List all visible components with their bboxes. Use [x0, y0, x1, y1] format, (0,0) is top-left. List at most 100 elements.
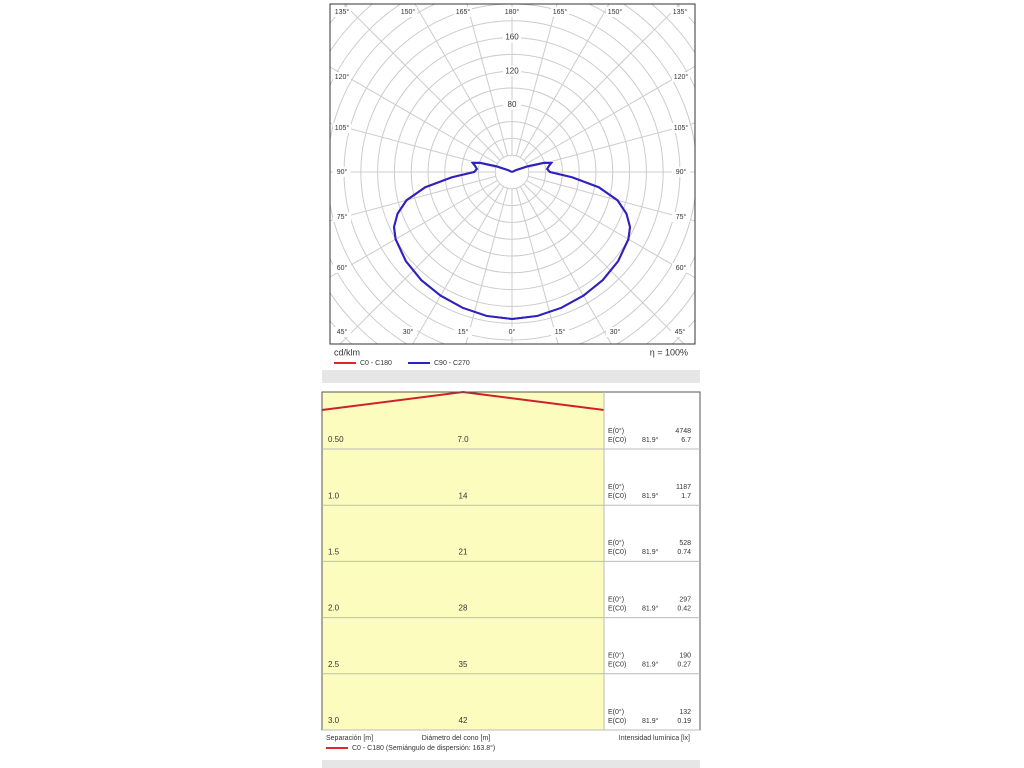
ec0-label: E(C0) [608, 493, 626, 500]
curves [392, 161, 632, 320]
band [322, 370, 700, 383]
footer-label: Diámetro del cono [m] [422, 735, 491, 742]
label-bg [551, 327, 569, 337]
diameter: 7.0 [457, 435, 469, 444]
ec0: 1.7 [681, 493, 691, 500]
separation: 2.0 [328, 604, 340, 613]
angle-label: 135° [335, 8, 350, 16]
angle-label: 0° [509, 328, 516, 336]
grid-spoke [515, 4, 558, 156]
separation: 1.5 [328, 548, 340, 557]
grid-spoke [528, 122, 695, 169]
label-bg [454, 7, 472, 17]
grid-spoke [523, 183, 685, 344]
angle-label: 30° [403, 328, 414, 336]
angle-label: 135° [673, 8, 688, 16]
ec0-label: E(C0) [608, 662, 626, 669]
label-bg [333, 167, 351, 177]
tick-bg [503, 99, 521, 110]
label-bg [606, 327, 624, 337]
angle-label: 15° [555, 328, 566, 336]
ec0: 0.19 [677, 718, 691, 725]
angle: 81.9° [642, 436, 659, 444]
angle-label: 165° [553, 8, 568, 16]
angle-label: 75° [337, 213, 348, 221]
grid-spoke [526, 180, 695, 279]
grid-spoke [523, 4, 681, 161]
label-bg [671, 7, 689, 17]
r-tick-label: 120 [505, 66, 519, 75]
grid-spoke [515, 188, 559, 344]
e0-label: E(0°) [608, 427, 624, 435]
tick-bg [503, 66, 521, 77]
angle-label: 15° [458, 328, 469, 336]
label-bg [503, 327, 521, 337]
grid-spoke [528, 175, 695, 222]
intensity-curve-mirror [392, 161, 513, 320]
angle-label: 60° [337, 264, 348, 272]
label-bg [672, 167, 690, 177]
separation: 1.0 [328, 491, 340, 500]
ec0-label: E(C0) [608, 718, 626, 725]
grid-spoke [414, 4, 504, 158]
grid-spoke [330, 66, 498, 164]
e0-label: E(0°) [608, 483, 624, 491]
label-bg [333, 263, 351, 273]
legend-label: C0 - C180 (Semiángulo de dispersión: 163… [352, 744, 495, 752]
label-bg [333, 7, 351, 17]
ec0: 0.42 [677, 605, 691, 612]
e0-label: E(0°) [608, 652, 624, 660]
r-tick-label: 80 [508, 100, 517, 109]
angle-label: 150° [608, 8, 623, 16]
footer-label: Separación [m] [326, 735, 373, 742]
grid-spoke [465, 188, 509, 344]
grid-spoke [412, 186, 504, 344]
angle: 81.9° [642, 604, 659, 612]
grid-circle [494, 154, 530, 190]
label-bg [333, 327, 351, 337]
intensity-curve [511, 161, 632, 320]
footer-label: Intensidad lumínica [lx] [619, 735, 690, 742]
angle: 81.9° [642, 717, 659, 725]
e0-label: E(0°) [608, 539, 624, 547]
tick-bg [503, 32, 521, 43]
angle-label: 120° [674, 73, 689, 81]
ec0-label: E(C0) [608, 605, 626, 612]
legend-label: C90 - C270 [434, 360, 470, 367]
separation: 0.50 [328, 435, 344, 444]
ec0: 0.74 [677, 549, 691, 556]
e0: 1187 [676, 484, 691, 491]
label-bg [551, 7, 569, 17]
e0: 297 [679, 596, 691, 603]
ec0-label: E(C0) [608, 549, 626, 556]
angle-label: 30° [610, 328, 621, 336]
angle-label: 105° [335, 124, 350, 132]
label-bg [606, 7, 624, 17]
label-bg [503, 7, 521, 17]
cone-table: 0.50 7.0 E(0°) E(C0) 81.9° 4748 6.7 1.0 14 E(0°) E… [322, 427, 700, 731]
polar-frame [329, 3, 696, 345]
label-bg [672, 72, 690, 82]
ec0-label: E(C0) [608, 437, 626, 444]
grid-spoke [466, 4, 509, 156]
angle-label: 180° [505, 8, 520, 16]
label-bg [672, 123, 690, 133]
efficiency: η = 100% [650, 347, 688, 357]
e0-label: E(0°) [608, 708, 624, 716]
ec0: 0.27 [677, 662, 691, 669]
angle-label: 150° [401, 8, 416, 16]
separation: 3.0 [328, 716, 340, 725]
angle-label: 120° [335, 73, 350, 81]
band [322, 760, 700, 768]
diameter: 35 [459, 660, 468, 669]
grid-spoke [520, 4, 610, 158]
angle-label: 165° [456, 8, 471, 16]
unit: cd/klm [334, 347, 360, 357]
e0: 528 [679, 540, 691, 547]
grid-spoke [330, 122, 496, 169]
grid-spoke [526, 65, 695, 164]
diameter: 28 [459, 604, 468, 613]
label-bg [671, 327, 689, 337]
